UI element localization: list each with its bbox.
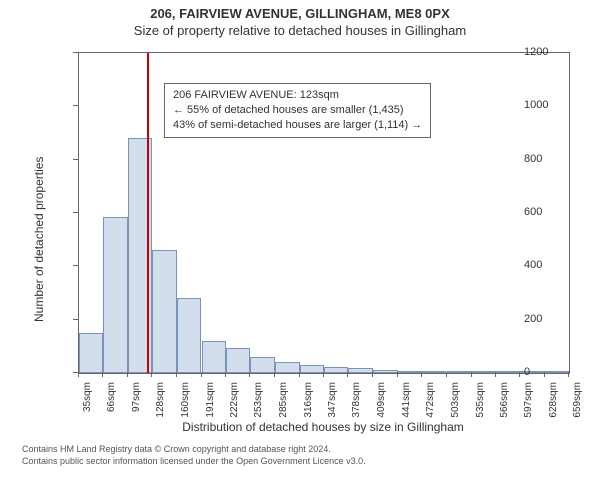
annotation-line: ← 55% of detached houses are smaller (1,… (173, 103, 422, 118)
histogram-bar (300, 365, 324, 373)
x-tick-mark (347, 372, 348, 377)
x-tick-mark (176, 372, 177, 377)
footer-attribution: Contains HM Land Registry data © Crown c… (22, 444, 600, 467)
histogram-bar (250, 357, 275, 373)
title-main: 206, FAIRVIEW AVENUE, GILLINGHAM, ME8 0P… (0, 6, 600, 21)
histogram-bar (496, 371, 520, 373)
title-sub: Size of property relative to detached ho… (0, 23, 600, 38)
y-tick-mark (73, 159, 78, 160)
y-tick-label: 200 (524, 313, 576, 325)
y-tick-label: 800 (524, 153, 576, 165)
histogram-bar (152, 250, 177, 373)
x-tick-mark (446, 372, 447, 377)
x-tick-mark (299, 372, 300, 377)
x-tick-label: 659sqm (572, 382, 583, 426)
x-tick-mark (421, 372, 422, 377)
y-tick-mark (73, 265, 78, 266)
histogram-chart: Number of detached properties 206 FAIRVI… (20, 42, 580, 442)
x-tick-mark (544, 372, 545, 377)
histogram-bar (79, 333, 103, 373)
y-tick-mark (73, 212, 78, 213)
histogram-bar (422, 371, 446, 373)
x-tick-mark (323, 372, 324, 377)
x-tick-mark (495, 372, 496, 377)
footer-line-2: Contains public sector information licen… (22, 456, 600, 468)
annotation-line: 43% of semi-detached houses are larger (… (173, 118, 422, 133)
histogram-bar (447, 371, 472, 373)
histogram-bar (348, 368, 372, 373)
footer-line-1: Contains HM Land Registry data © Crown c… (22, 444, 600, 456)
reference-line (147, 53, 149, 373)
histogram-bar (373, 370, 398, 373)
x-tick-mark (519, 372, 520, 377)
x-tick-mark (372, 372, 373, 377)
y-tick-label: 1000 (524, 99, 576, 111)
histogram-bar (472, 371, 496, 373)
x-tick-mark (127, 372, 128, 377)
plot-area: 206 FAIRVIEW AVENUE: 123sqm← 55% of deta… (78, 52, 570, 374)
annotation-box: 206 FAIRVIEW AVENUE: 123sqm← 55% of deta… (164, 83, 431, 138)
x-tick-mark (102, 372, 103, 377)
histogram-bar (226, 348, 250, 373)
x-tick-mark (225, 372, 226, 377)
y-tick-label: 400 (524, 259, 576, 271)
y-tick-label: 600 (524, 206, 576, 218)
annotation-line: 206 FAIRVIEW AVENUE: 123sqm (173, 88, 422, 103)
histogram-bar (103, 217, 127, 373)
x-tick-mark (201, 372, 202, 377)
x-tick-mark (249, 372, 250, 377)
x-tick-mark (471, 372, 472, 377)
y-tick-mark (73, 105, 78, 106)
x-axis-label: Distribution of detached houses by size … (78, 420, 568, 434)
x-tick-mark (397, 372, 398, 377)
histogram-bar (177, 298, 201, 373)
x-tick-mark (568, 372, 569, 377)
x-tick-mark (274, 372, 275, 377)
histogram-bar (275, 362, 299, 373)
x-tick-mark (78, 372, 79, 377)
y-tick-mark (73, 52, 78, 53)
y-axis-label: Number of detached properties (32, 157, 46, 322)
histogram-bar (202, 341, 226, 373)
histogram-bar (324, 367, 348, 373)
x-tick-mark (151, 372, 152, 377)
histogram-bar (398, 371, 422, 373)
y-tick-mark (73, 319, 78, 320)
y-tick-label: 1200 (524, 46, 576, 58)
